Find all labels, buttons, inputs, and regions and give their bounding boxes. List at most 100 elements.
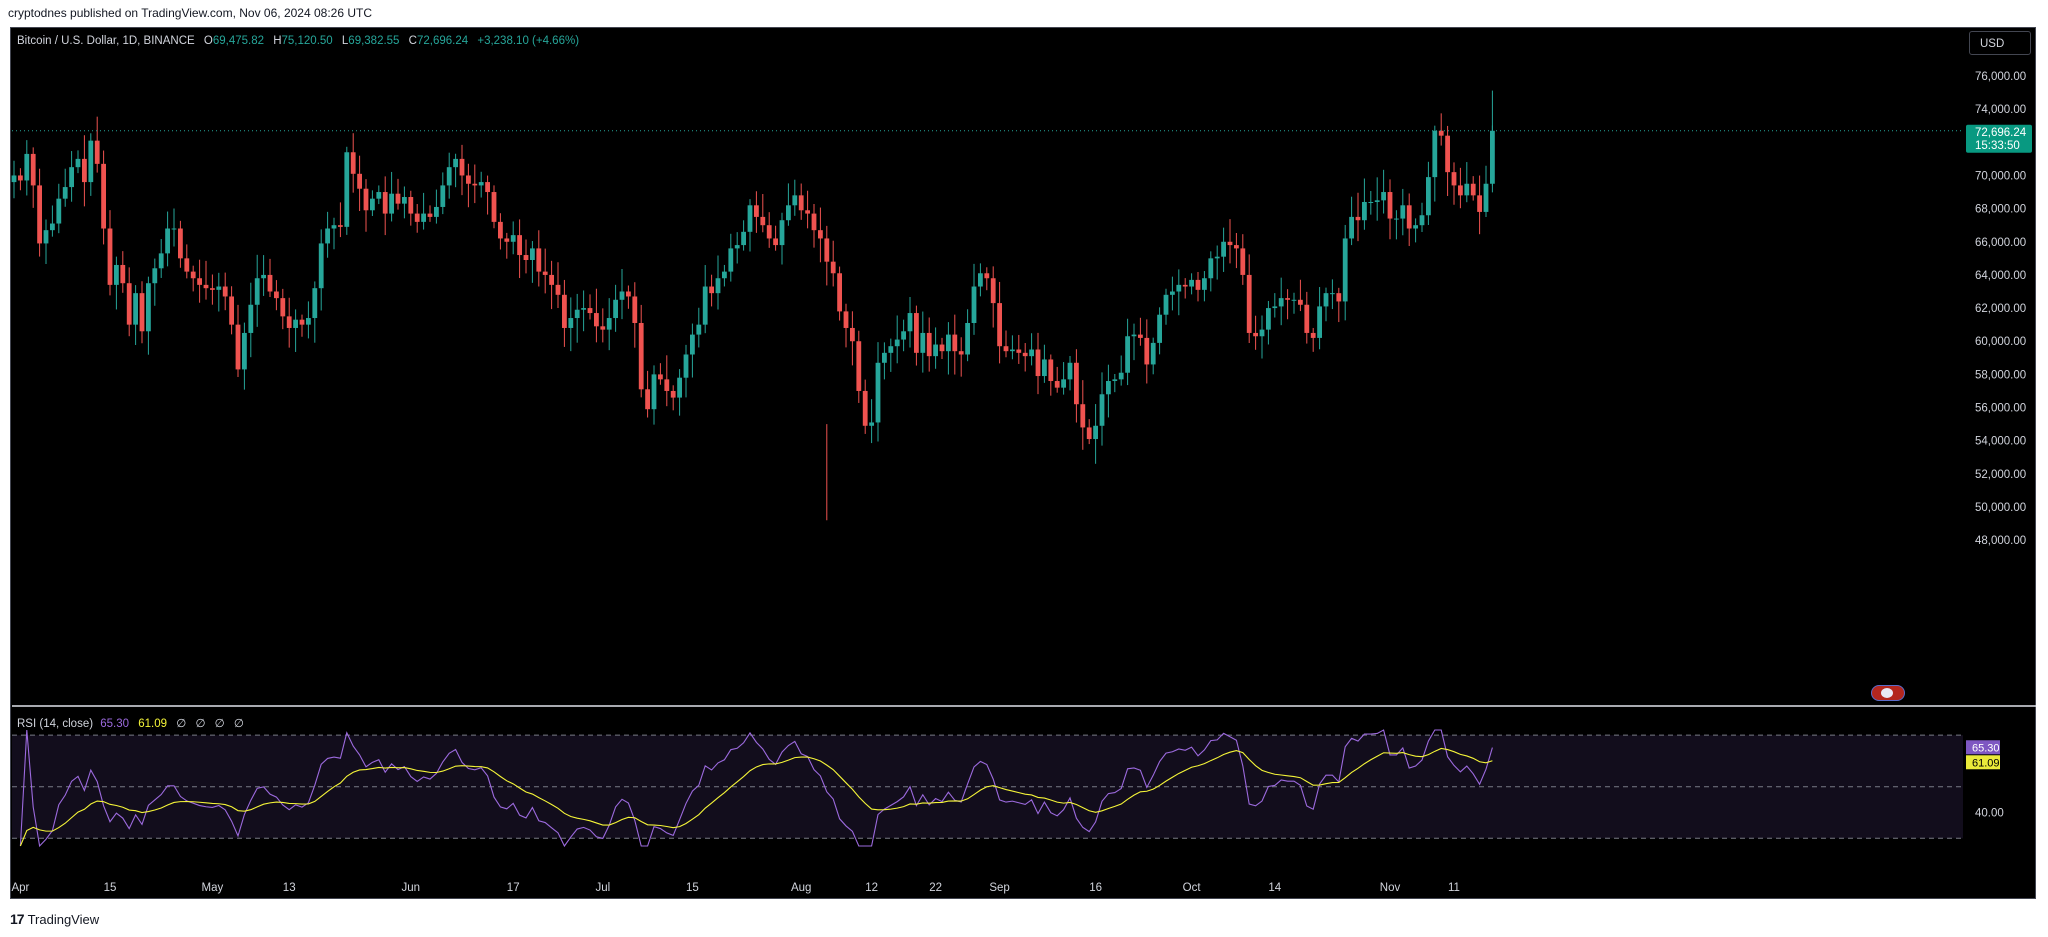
candle-body	[1445, 135, 1450, 173]
candle-body	[24, 153, 30, 181]
candle-body	[421, 213, 426, 222]
candle-body	[1157, 314, 1162, 343]
rsi-ma-tag	[1966, 755, 2000, 770]
candle-body	[30, 153, 36, 186]
candle-body	[792, 195, 798, 206]
candle-body	[1054, 381, 1060, 388]
candle-body	[82, 158, 87, 183]
candle-body	[491, 192, 497, 222]
tradingview-logo-icon: 17	[10, 911, 25, 927]
candle-body	[1042, 359, 1047, 377]
candle-body	[286, 316, 292, 328]
candle-body	[1093, 425, 1098, 440]
last-price-value: 72,696.24	[1975, 127, 2027, 139]
candle-body	[56, 198, 62, 224]
candle-body	[1118, 372, 1124, 380]
candle-body	[389, 193, 394, 214]
time-axis-label: Nov	[1380, 882, 1401, 894]
candle-body	[837, 273, 842, 312]
candle-body	[933, 344, 938, 357]
candle-body	[754, 205, 759, 217]
candle-body	[1138, 334, 1143, 338]
candle-body	[446, 167, 452, 186]
candle-body	[485, 182, 490, 193]
price-axis-label: 56,000.00	[1975, 403, 2026, 415]
price-axis-label: 58,000.00	[1975, 369, 2026, 381]
candle-body	[1259, 329, 1265, 337]
candle-body	[37, 185, 42, 244]
candle-body	[158, 253, 164, 269]
low-label: L	[341, 35, 349, 47]
candle-body	[1330, 293, 1335, 295]
candle-body	[50, 223, 55, 231]
candle-body	[190, 271, 196, 279]
candle-body	[798, 195, 804, 211]
time-axis-label: 22	[929, 882, 942, 894]
rsi-axis-label: 40.00	[1975, 807, 2004, 819]
candle-body	[965, 322, 970, 355]
us-flag-icon[interactable]	[1871, 685, 1905, 701]
candle-body	[1477, 195, 1482, 212]
candle-body	[638, 322, 644, 390]
rsi-legend: RSI (14, close) 65.30 61.09 ∅ ∅ ∅ ∅	[17, 716, 247, 730]
candle-body	[715, 278, 721, 294]
candle-body	[1010, 349, 1015, 352]
open-value: 69,475.82	[212, 35, 264, 47]
candle-body	[907, 313, 913, 332]
candle-body	[613, 299, 618, 319]
candle-body	[690, 334, 695, 355]
candle-body	[267, 274, 273, 292]
candle-body	[517, 235, 522, 256]
rsi-ma-legend-value: 61.09	[138, 718, 168, 730]
price-axis-label: 68,000.00	[1975, 204, 2026, 216]
candle-body	[261, 274, 266, 279]
candle-body	[242, 332, 247, 370]
candle-body	[1278, 298, 1284, 307]
currency-button[interactable]: USD	[1969, 31, 2031, 55]
candle-body	[203, 284, 209, 289]
candle-body	[440, 185, 446, 207]
close-value: 72,696.24	[416, 35, 469, 47]
candle-body	[472, 183, 478, 186]
candle-body	[971, 286, 977, 323]
candle-body	[978, 273, 983, 287]
candle-body	[357, 173, 362, 189]
candle-body	[888, 346, 894, 353]
rsi-line	[19, 729, 1493, 848]
candle-body	[1189, 279, 1194, 287]
candle-body	[1022, 352, 1028, 357]
candle-body	[1387, 192, 1393, 219]
candle-body	[1253, 332, 1258, 337]
candle-body	[536, 248, 542, 272]
time-axis-label: Aug	[791, 882, 811, 894]
high-value: 75,120.50	[281, 35, 333, 47]
candle-body	[114, 264, 119, 285]
candle-body	[811, 213, 817, 231]
rsi-title: RSI (14, close)	[17, 718, 94, 730]
price-axis-label: 76,000.00	[1975, 71, 2026, 83]
candle-body	[171, 228, 177, 230]
candle-body	[344, 152, 350, 227]
candle-body	[984, 273, 990, 279]
candle-body	[184, 258, 190, 272]
time-axis-label: 13	[283, 882, 296, 894]
candle-body	[133, 293, 138, 325]
candle-body	[210, 288, 215, 290]
candle-body	[683, 354, 689, 378]
candle-body	[1106, 381, 1111, 395]
candle-body	[1080, 404, 1086, 428]
candle-body	[542, 271, 548, 275]
candle-body	[696, 324, 702, 335]
candle-body	[914, 313, 919, 353]
candle-body	[293, 319, 298, 328]
candle-body	[606, 318, 612, 330]
candle-body	[1074, 362, 1079, 405]
candle-body	[670, 390, 676, 398]
candle-body	[875, 362, 881, 423]
candle-body	[280, 298, 286, 317]
candle-body	[1451, 172, 1457, 186]
time-axis-label: May	[202, 882, 224, 894]
price-axis-label: 54,000.00	[1975, 436, 2026, 448]
candle-body	[722, 271, 727, 279]
